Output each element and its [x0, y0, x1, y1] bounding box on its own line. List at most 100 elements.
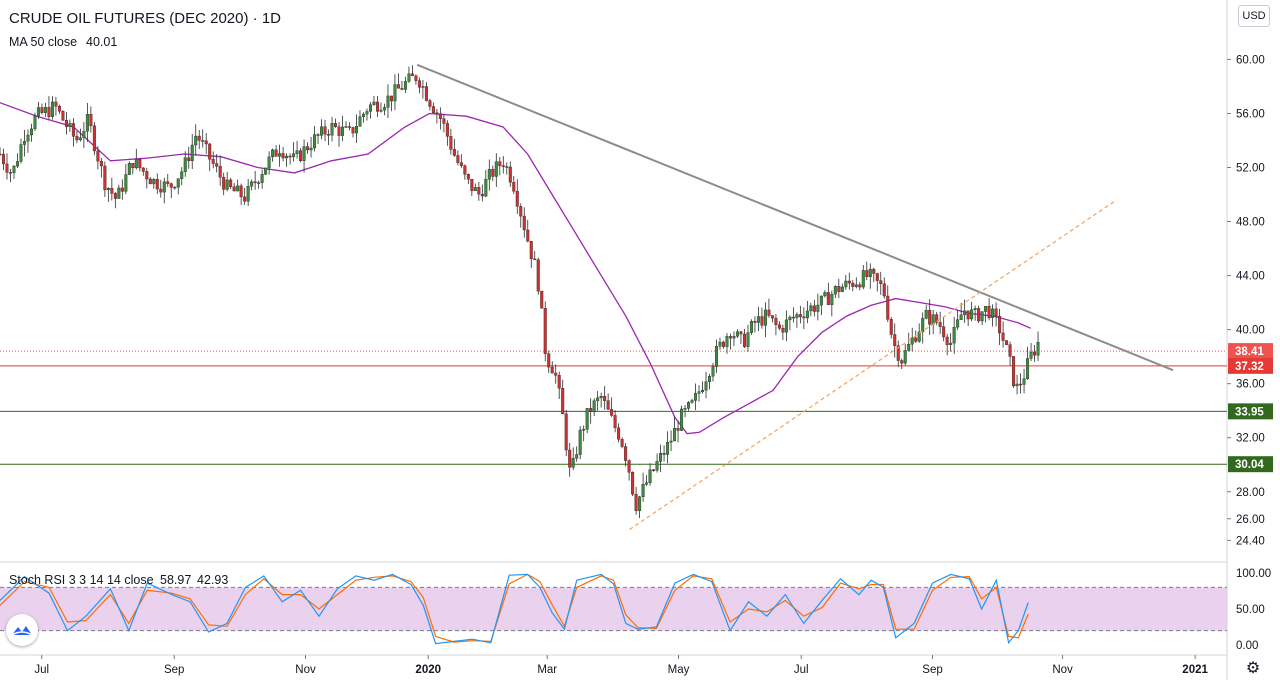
candle: [610, 397, 614, 417]
price-tick-label: 32.00: [1236, 433, 1265, 445]
candle: [264, 167, 268, 176]
price-tag-box: [1228, 456, 1273, 473]
candle: [278, 144, 282, 167]
candle: [494, 153, 498, 188]
stoch-rsi-k-line: [0, 573, 1029, 645]
trendline-support[interactable]: [629, 199, 1117, 531]
candle: [564, 409, 568, 457]
candle: [505, 162, 509, 175]
candle: [742, 328, 746, 349]
candles-layer: [0, 65, 1040, 519]
price-tick-label: 28.00: [1236, 487, 1265, 499]
candle: [306, 142, 310, 154]
time-tick-label: May: [668, 664, 690, 676]
stoch-rsi-d-line: [0, 573, 1029, 643]
candle: [302, 139, 306, 173]
candle: [582, 425, 586, 442]
candle: [57, 104, 61, 114]
candle: [54, 97, 58, 116]
currency-button[interactable]: USD: [1238, 5, 1270, 27]
candle: [777, 321, 781, 331]
candle: [522, 207, 526, 238]
candle: [218, 155, 222, 186]
candle: [641, 472, 645, 502]
candle: [1022, 368, 1026, 394]
candle: [540, 290, 544, 309]
candle: [952, 316, 956, 354]
candle: [208, 143, 212, 172]
stoch-rsi-legend[interactable]: Stoch RSI 3 3 14 14 close 58.97 42.93: [9, 573, 228, 587]
candle: [295, 140, 299, 159]
candle: [232, 182, 236, 192]
candle: [166, 173, 170, 187]
candle: [938, 311, 942, 334]
candle: [64, 111, 68, 135]
candle: [980, 311, 984, 326]
ma-legend[interactable]: MA 50 close 40.01: [9, 35, 117, 49]
candle: [708, 373, 712, 390]
price-tag-box: [1228, 403, 1273, 420]
candle: [148, 177, 152, 185]
candle: [928, 299, 932, 336]
candle: [211, 151, 215, 169]
ma-50-line[interactable]: [0, 102, 1031, 435]
candle: [281, 146, 285, 162]
candle: [833, 285, 837, 299]
trendlines-layer[interactable]: [416, 63, 1174, 531]
settings-gear-icon[interactable]: ⚙: [1245, 660, 1261, 677]
candle: [536, 257, 540, 295]
candle: [162, 177, 166, 204]
candle: [313, 125, 317, 152]
ma-legend-value: 40.01: [86, 35, 117, 49]
candle: [459, 154, 463, 169]
candle: [714, 339, 718, 373]
candle: [138, 158, 142, 172]
candle: [512, 175, 516, 195]
candle: [690, 398, 694, 404]
candle: [791, 307, 795, 323]
candle: [382, 103, 386, 116]
time-tick-label: Mar: [537, 664, 557, 676]
candle: [945, 333, 949, 356]
candle: [694, 383, 698, 411]
candle: [124, 164, 128, 195]
candle: [770, 315, 774, 323]
candle: [823, 290, 827, 298]
candle: [491, 165, 495, 182]
candle: [645, 475, 649, 487]
candle: [1, 148, 5, 171]
candle: [403, 76, 407, 94]
trendline-resistance[interactable]: [416, 63, 1174, 372]
candle: [697, 385, 701, 402]
candle: [410, 65, 414, 77]
candle: [592, 398, 596, 417]
candle: [236, 179, 240, 192]
candle: [239, 183, 243, 205]
candle: [875, 272, 879, 292]
candle: [921, 312, 925, 344]
candle: [368, 102, 372, 119]
candle: [96, 146, 100, 170]
candle: [250, 179, 254, 191]
candle: [809, 302, 813, 317]
candle: [197, 130, 201, 149]
tradingview-logo-icon[interactable]: [6, 614, 38, 646]
candle: [844, 274, 848, 290]
candle: [753, 316, 757, 333]
candle: [547, 350, 551, 373]
candle: [851, 280, 855, 292]
candle: [285, 153, 289, 167]
candle: [872, 267, 876, 283]
candle: [1008, 341, 1012, 366]
candle: [683, 404, 687, 418]
candle: [868, 263, 872, 289]
candle: [445, 120, 449, 146]
candle: [267, 151, 271, 175]
candle: [260, 169, 264, 189]
candle: [1019, 373, 1023, 394]
candle: [288, 153, 292, 165]
candle: [1036, 331, 1040, 361]
candle: [624, 443, 628, 467]
